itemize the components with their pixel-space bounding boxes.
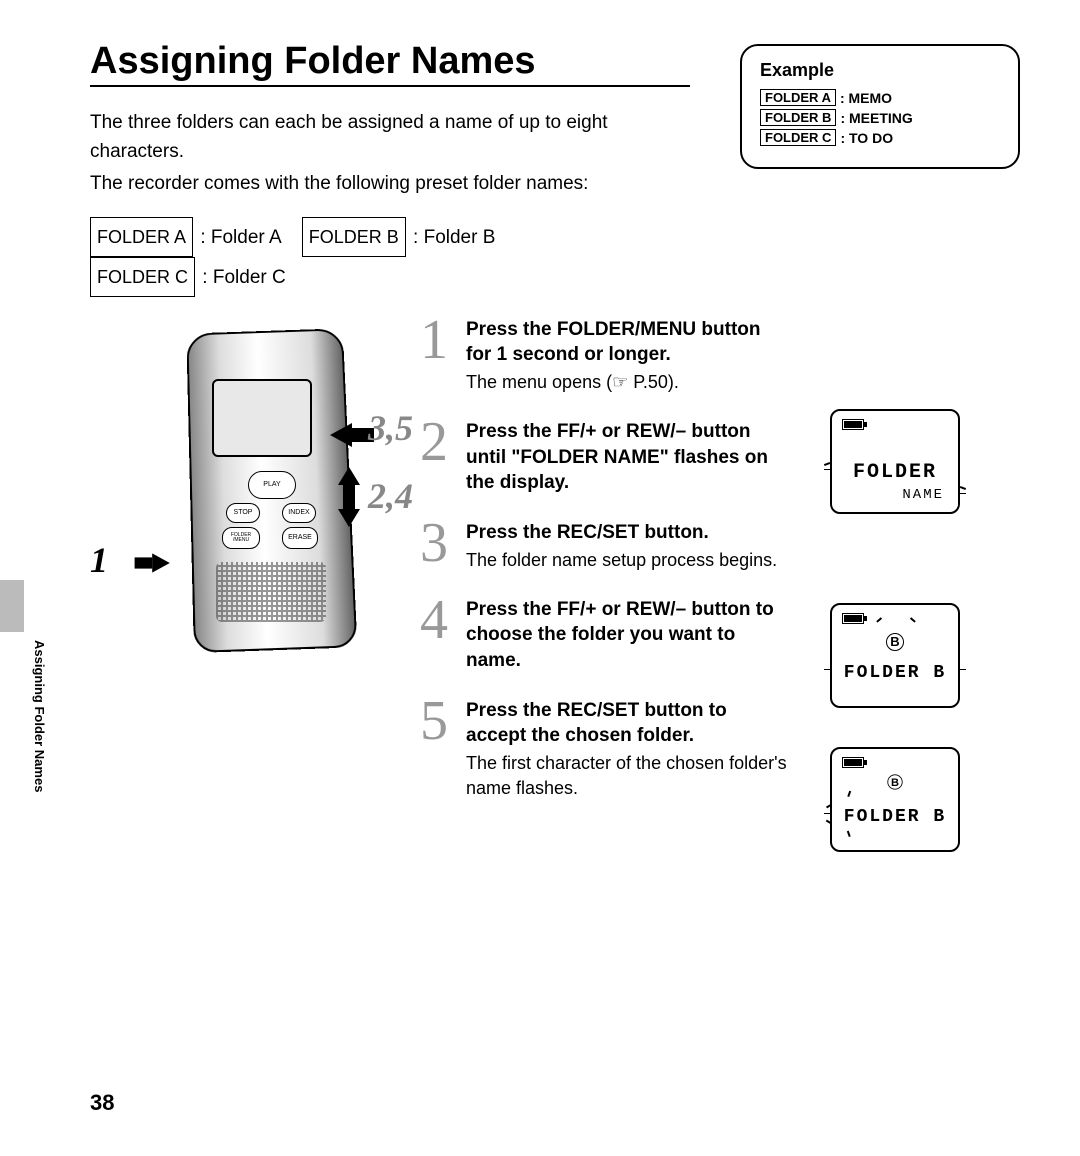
step-title: Press the FF/+ or REW/– button to choose… (466, 597, 790, 674)
lcd-sub-text: NAME (832, 487, 958, 503)
lcd-screen-3: B FOLDER B (830, 747, 960, 852)
folder-menu-button: FOLDER /MENU (222, 527, 260, 549)
preset-list: FOLDER A : Folder A FOLDER B : Folder B … (90, 217, 1020, 297)
step-number: 5 (420, 698, 458, 802)
arrow-icon (330, 423, 352, 447)
step-2: 2 Press the FF/+ or REW/– button until "… (420, 419, 790, 496)
intro-line-1: The three folders can each be assigned a… (90, 109, 650, 166)
lcd-screen-1: FOLDER NAME (830, 409, 960, 514)
battery-icon (842, 419, 864, 430)
callout-24: 2,4 (368, 475, 413, 517)
folder-label: FOLDER C (760, 129, 836, 146)
illustration-area: PLAY STOP INDEX FOLDER /MENU ERASE 1 3,5… (90, 317, 1020, 802)
folder-b-icon: B (887, 774, 902, 789)
updown-arrow-icon (338, 467, 360, 527)
example-row: FOLDER B : MEETING (760, 109, 1000, 126)
preset-value: : Folder C (202, 267, 285, 288)
stop-button: STOP (226, 503, 260, 523)
erase-button: ERASE (282, 527, 318, 549)
recorder-screen (212, 379, 312, 457)
steps-list: 1 Press the FOLDER/MENU button for 1 sec… (420, 317, 1020, 802)
folder-label: FOLDER B (760, 109, 836, 126)
folder-label: FOLDER C (90, 257, 195, 297)
step-desc: The first character of the chosen folder… (466, 751, 790, 801)
example-row: FOLDER A : MEMO (760, 89, 1000, 106)
page-number: 38 (90, 1090, 114, 1116)
example-row: FOLDER C : TO DO (760, 129, 1000, 146)
manual-page: Assigning Folder Names Example FOLDER A … (0, 0, 1080, 1156)
step-number: 1 (420, 317, 458, 395)
step-title: Press the REC/SET button. (466, 520, 790, 546)
play-button: PLAY (248, 471, 296, 499)
step-title: Press the FOLDER/MENU button for 1 secon… (466, 317, 790, 368)
step-3: 3 Press the REC/SET button. The folder n… (420, 520, 790, 573)
step-4: 4 Press the FF/+ or REW/– button to choo… (420, 597, 790, 674)
step-desc: The folder name setup process begins. (466, 548, 790, 573)
step-title: Press the REC/SET button to accept the c… (466, 698, 790, 749)
step-number: 2 (420, 419, 458, 496)
example-title: Example (760, 60, 1000, 81)
folder-label: FOLDER B (302, 217, 406, 257)
recorder-illustration: PLAY STOP INDEX FOLDER /MENU ERASE (150, 317, 370, 657)
lcd-main-text: FOLDER B (832, 663, 958, 683)
battery-icon (842, 757, 864, 768)
index-button: INDEX (282, 503, 316, 523)
thumb-tab (0, 580, 24, 632)
intro-line-2: The recorder comes with the following pr… (90, 170, 650, 199)
folder-label: FOLDER A (90, 217, 193, 257)
speaker-grill (216, 562, 326, 622)
step-title: Press the FF/+ or REW/– button until "FO… (466, 419, 790, 496)
folder-label: FOLDER A (760, 89, 836, 106)
side-label: Assigning Folder Names (32, 640, 47, 792)
lcd-screen-2: B FOLDER B (830, 603, 960, 708)
lcd-main-text: FOLDER (832, 461, 958, 484)
example-value: : TO DO (840, 130, 893, 146)
arrow-icon (152, 553, 170, 572)
example-value: : MEETING (840, 110, 912, 126)
battery-icon (842, 613, 864, 624)
callout-35: 3,5 (368, 407, 413, 449)
preset-value: : Folder B (413, 227, 495, 248)
example-value: : MEMO (840, 90, 892, 106)
callout-1: 1 (90, 539, 108, 581)
step-1: 1 Press the FOLDER/MENU button for 1 sec… (420, 317, 790, 395)
step-5: 5 Press the REC/SET button to accept the… (420, 698, 790, 802)
example-panel: Example FOLDER A : MEMO FOLDER B : MEETI… (740, 44, 1020, 169)
folder-b-icon: B (886, 633, 904, 651)
step-number: 3 (420, 520, 458, 573)
step-number: 4 (420, 597, 458, 674)
step-desc: The menu opens (☞ P.50). (466, 370, 790, 395)
title-rule (90, 85, 690, 87)
preset-value: : Folder A (200, 227, 280, 248)
lcd-main-text: FOLDER B (832, 807, 958, 827)
